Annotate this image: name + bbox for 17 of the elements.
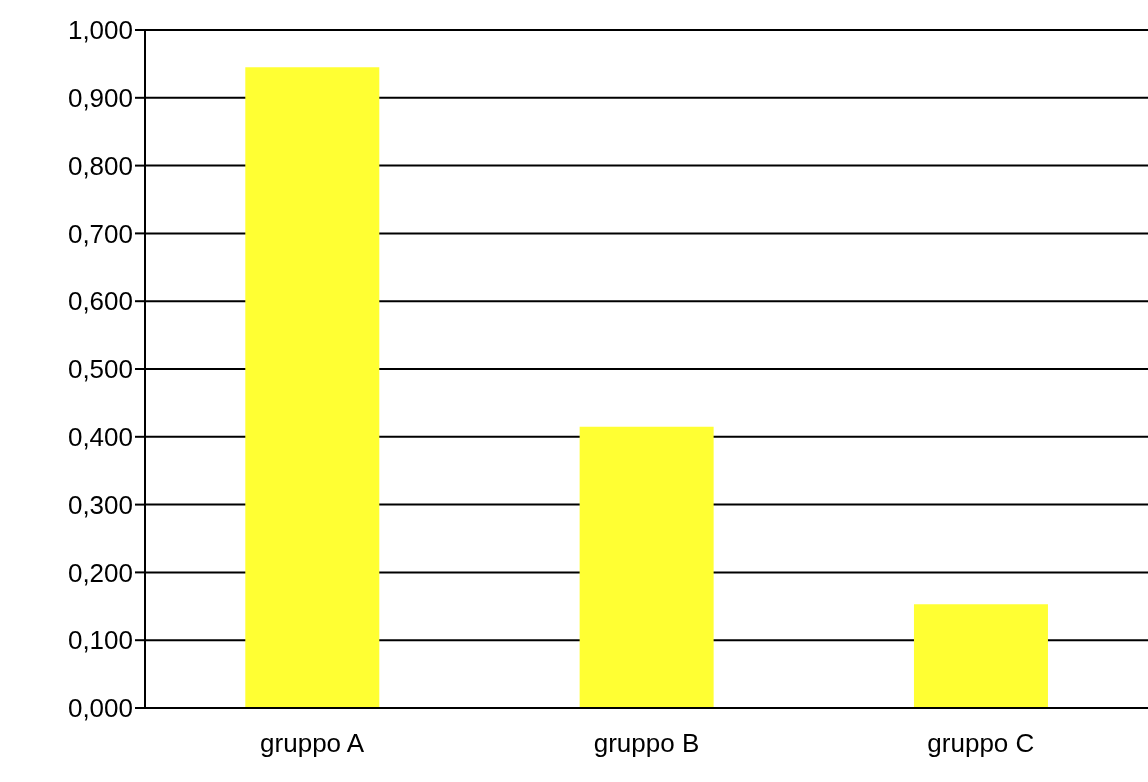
y-tick-label: 0,600 bbox=[67, 286, 133, 317]
x-tick-label: gruppo A bbox=[260, 728, 365, 759]
y-tick-label: 0,800 bbox=[67, 150, 133, 181]
y-tick-label: 0,100 bbox=[67, 625, 133, 656]
x-tick-label: gruppo B bbox=[593, 728, 700, 759]
y-tick-label: 0,500 bbox=[67, 354, 133, 385]
y-tick-label: 1,000 bbox=[67, 15, 133, 46]
y-tick-label: 0,700 bbox=[67, 218, 133, 249]
y-tick-label: 0,400 bbox=[67, 422, 133, 453]
bar bbox=[579, 426, 714, 708]
bar bbox=[245, 67, 380, 708]
y-tick-label: 0,000 bbox=[67, 693, 133, 724]
y-tick-label: 0,300 bbox=[67, 489, 133, 520]
y-tick-label: 0,200 bbox=[67, 557, 133, 588]
y-tick-label: 0,900 bbox=[67, 83, 133, 114]
bar bbox=[913, 604, 1048, 708]
x-tick-label: gruppo C bbox=[927, 728, 1035, 759]
